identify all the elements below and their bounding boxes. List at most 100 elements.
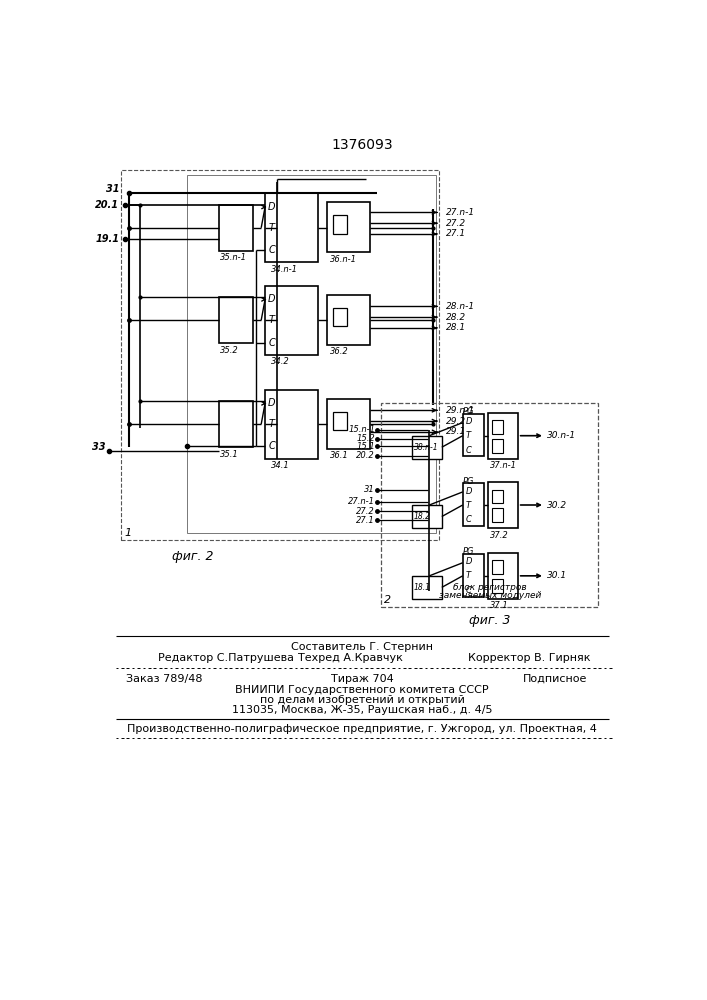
Bar — [492, 560, 503, 574]
Text: 19.1: 19.1 — [95, 234, 119, 244]
Bar — [489, 413, 518, 459]
Text: 27.2: 27.2 — [445, 219, 466, 228]
Text: 29.2: 29.2 — [445, 417, 466, 426]
Bar — [492, 439, 503, 453]
Text: 28.n-1: 28.n-1 — [445, 302, 475, 311]
Text: 2: 2 — [385, 595, 392, 605]
Text: D: D — [268, 202, 276, 212]
Text: 35.n-1: 35.n-1 — [220, 253, 247, 262]
Text: 34.n-1: 34.n-1 — [271, 265, 298, 274]
Text: 15.n-1: 15.n-1 — [348, 425, 375, 434]
Text: 27.2: 27.2 — [356, 507, 375, 516]
Text: 35.2: 35.2 — [220, 346, 239, 355]
Text: 30.2: 30.2 — [547, 500, 567, 510]
Bar — [121, 170, 440, 540]
Text: Заказ 789/48: Заказ 789/48 — [126, 674, 202, 684]
Text: блок регистров: блок регистров — [453, 583, 527, 592]
Text: PG: PG — [462, 407, 474, 416]
Bar — [489, 553, 518, 599]
Text: 33: 33 — [92, 442, 105, 452]
Text: 37.n-1: 37.n-1 — [490, 461, 517, 470]
Bar — [333, 412, 347, 430]
Text: 31: 31 — [106, 184, 119, 194]
Text: фиг. 3: фиг. 3 — [469, 614, 510, 627]
Text: T: T — [268, 419, 274, 429]
Text: 34.2: 34.2 — [271, 357, 290, 366]
Bar — [327, 295, 370, 345]
Text: D: D — [268, 294, 276, 304]
Text: C: C — [466, 446, 472, 455]
Text: Подписное: Подписное — [522, 674, 587, 684]
Text: PG: PG — [462, 477, 474, 486]
Text: Редактор С.Патрушева: Редактор С.Патрушева — [158, 653, 294, 663]
Text: 1: 1 — [124, 528, 132, 538]
Bar — [489, 482, 518, 528]
Bar — [265, 286, 317, 355]
Bar — [462, 554, 484, 597]
Text: C: C — [268, 441, 275, 451]
Text: 18.1: 18.1 — [414, 583, 431, 592]
Text: 113035, Москва, Ж-35, Раушская наб., д. 4/5: 113035, Москва, Ж-35, Раушская наб., д. … — [232, 705, 492, 715]
Bar — [492, 490, 503, 503]
Text: T: T — [466, 500, 471, 510]
Text: 29.1: 29.1 — [445, 427, 466, 436]
Text: 28.2: 28.2 — [445, 313, 466, 322]
Text: фиг. 2: фиг. 2 — [173, 550, 214, 563]
Text: 37.1: 37.1 — [490, 601, 508, 610]
Bar — [412, 576, 442, 599]
Text: 35.1: 35.1 — [220, 450, 239, 459]
Text: 38.n-1: 38.n-1 — [414, 443, 438, 452]
Bar — [327, 202, 370, 252]
Text: T: T — [466, 431, 471, 440]
Text: 20.1: 20.1 — [95, 200, 119, 210]
Bar — [492, 579, 503, 593]
Text: 18.2: 18.2 — [414, 512, 431, 521]
Text: C: C — [466, 515, 472, 524]
Text: Производственно-полиграфическое предприятие, г. Ужгород, ул. Проектная, 4: Производственно-полиграфическое предприя… — [127, 724, 597, 734]
Text: Тираж 704: Тираж 704 — [331, 674, 393, 684]
Text: 36.2: 36.2 — [330, 347, 349, 356]
Text: T: T — [268, 315, 274, 325]
Bar — [218, 205, 253, 251]
Text: 15.2: 15.2 — [356, 434, 375, 443]
Text: 30.n-1: 30.n-1 — [547, 431, 576, 440]
Text: Корректор В. Гирняк: Корректор В. Гирняк — [468, 653, 590, 663]
Bar — [462, 483, 484, 526]
Bar — [218, 297, 253, 343]
Bar — [333, 215, 347, 234]
Text: 28.1: 28.1 — [445, 323, 466, 332]
Text: 31: 31 — [364, 485, 375, 494]
Text: 27.1: 27.1 — [356, 516, 375, 525]
Text: 15.1: 15.1 — [356, 442, 375, 451]
Bar — [327, 399, 370, 449]
Bar — [333, 308, 347, 326]
Text: заменяемых модулей: заменяемых модулей — [438, 591, 541, 600]
Text: T: T — [466, 571, 471, 580]
Bar — [412, 505, 442, 528]
Text: Составитель Г. Стернин: Составитель Г. Стернин — [291, 642, 433, 652]
Bar — [265, 390, 317, 459]
Text: 20.2: 20.2 — [356, 451, 375, 460]
Text: 36.n-1: 36.n-1 — [330, 255, 357, 264]
Bar — [381, 403, 598, 607]
Bar — [462, 414, 484, 456]
Bar — [492, 508, 503, 522]
Text: D: D — [466, 487, 472, 496]
Text: 34.1: 34.1 — [271, 461, 290, 470]
Bar — [492, 420, 503, 434]
Text: D: D — [466, 557, 472, 566]
Text: 30.1: 30.1 — [547, 571, 567, 580]
Text: Техред А.Кравчук: Техред А.Кравчук — [298, 653, 402, 663]
Bar — [265, 193, 317, 262]
Text: по делам изобретений и открытий: по делам изобретений и открытий — [259, 695, 464, 705]
Text: D: D — [268, 398, 276, 408]
Bar — [412, 436, 442, 459]
Text: 37.2: 37.2 — [490, 531, 508, 540]
Bar — [218, 401, 253, 447]
Text: T: T — [268, 223, 274, 233]
Text: 27.1: 27.1 — [445, 229, 466, 238]
Text: C: C — [466, 586, 472, 595]
Text: 27.n-1: 27.n-1 — [348, 497, 375, 506]
Text: ВНИИПИ Государственного комитета СССР: ВНИИПИ Государственного комитета СССР — [235, 685, 489, 695]
Bar — [187, 175, 436, 533]
